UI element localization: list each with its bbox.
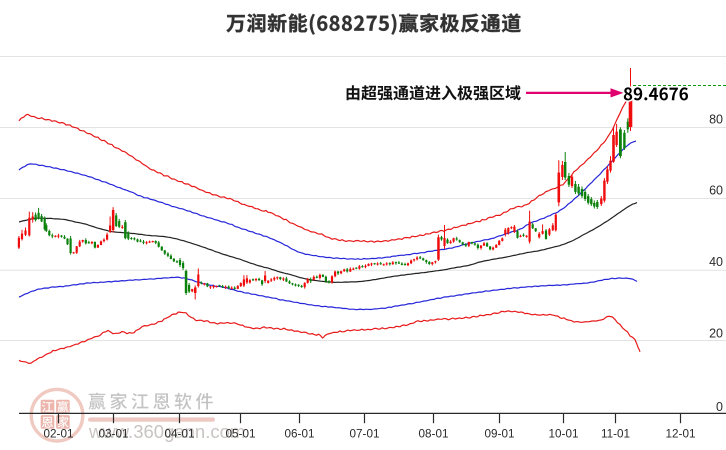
svg-text:40: 40 (709, 255, 723, 269)
svg-text:08-01: 08-01 (419, 428, 449, 441)
svg-text:20: 20 (709, 327, 723, 341)
svg-text:80: 80 (709, 113, 723, 127)
svg-text:02-01: 02-01 (44, 428, 74, 441)
svg-text:06-01: 06-01 (285, 428, 315, 441)
svg-text:07-01: 07-01 (350, 428, 380, 441)
svg-text:www.360gann.com: www.360gann.com (88, 421, 245, 442)
svg-text:04-01: 04-01 (165, 428, 195, 441)
svg-text:09-01: 09-01 (485, 428, 515, 441)
svg-text:05-01: 05-01 (226, 428, 256, 441)
svg-text:0: 0 (716, 400, 723, 414)
svg-text:12-01: 12-01 (666, 428, 696, 441)
svg-text:60: 60 (709, 184, 723, 198)
svg-text:11-01: 11-01 (601, 428, 630, 441)
svg-text:10-01: 10-01 (549, 428, 579, 441)
svg-text:03-01: 03-01 (99, 428, 129, 441)
